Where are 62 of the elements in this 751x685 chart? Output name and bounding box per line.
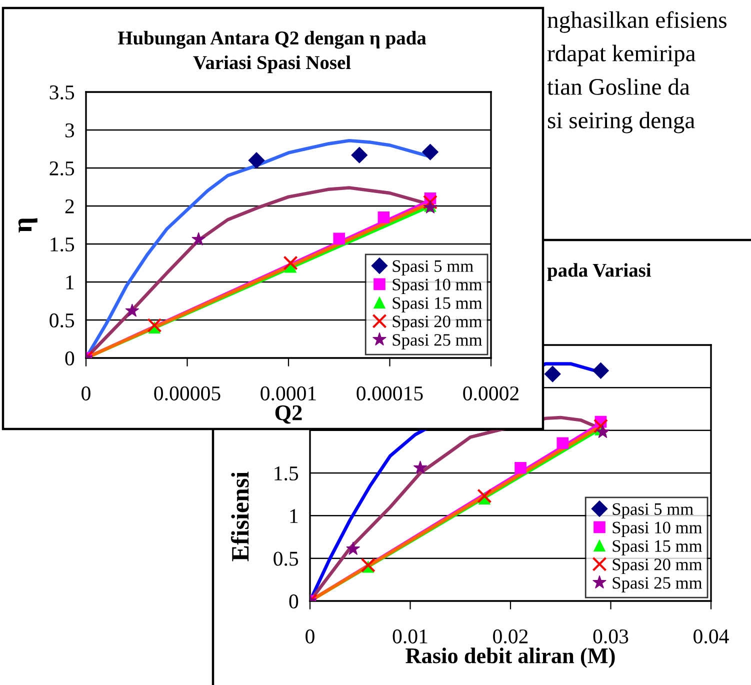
point xyxy=(592,362,609,379)
point xyxy=(147,318,162,333)
y-axis-title: Efisiensi xyxy=(230,472,249,562)
point xyxy=(477,488,492,504)
legend-label: Spasi 15 mm xyxy=(612,540,702,556)
y-tick-label: 1 xyxy=(290,509,298,523)
text: tian Gosline da xyxy=(547,78,690,95)
x-tick-label: 0.0002 xyxy=(463,386,518,401)
x-tick-label: 0.00005 xyxy=(154,386,220,401)
x-tick-label: 0.01 xyxy=(392,629,428,644)
x-tick-label: 0.04 xyxy=(694,629,729,644)
x-tick-label: 0.00015 xyxy=(356,386,423,401)
point xyxy=(422,144,438,160)
x-tick-label: 0.0001 xyxy=(260,386,316,401)
legend-label: Spasi 25 mm xyxy=(392,334,482,350)
legend-label: Spasi 5 mm xyxy=(612,503,694,518)
point xyxy=(192,232,206,246)
legend-label: Spasi 20 mm xyxy=(392,316,482,331)
x-axis-title: Rasio debit aliran (M) xyxy=(406,648,615,668)
y-tick-label: 3.5 xyxy=(50,85,74,100)
point xyxy=(346,542,360,555)
y-axis-title: η xyxy=(18,218,38,232)
point xyxy=(248,152,265,169)
y-tick-label: 1 xyxy=(66,275,74,290)
legend-label: Spasi 25 mm xyxy=(612,577,702,592)
x-axis-title: Q2 xyxy=(275,405,302,424)
y-tick-label: 0.5 xyxy=(50,313,74,328)
y-tick-label: 0 xyxy=(289,594,298,608)
point xyxy=(556,437,569,450)
point xyxy=(544,366,561,382)
point xyxy=(422,194,438,210)
y-tick-label: 1.5 xyxy=(274,466,298,481)
legend-label: Spasi 15 mm xyxy=(392,297,482,312)
text: nghasilkan efisiens xyxy=(548,11,726,33)
point xyxy=(378,211,390,224)
point xyxy=(593,418,608,434)
legend-label: Spasi 10 mm xyxy=(612,522,702,537)
y-tick-label: 0.5 xyxy=(274,552,298,566)
y-tick-label: 1.5 xyxy=(50,237,74,252)
legend-label: Spasi 20 mm xyxy=(612,558,702,574)
point xyxy=(333,232,346,245)
chart-title: pada Variasi xyxy=(547,263,652,281)
point xyxy=(413,460,428,474)
chart-title: Hubungan Antara Q2 dengan η pada Variasi Spasi Nosel xyxy=(118,30,426,74)
y-tick-label: 0 xyxy=(65,351,74,366)
y-tick-label: 3 xyxy=(65,123,74,138)
x-tick-label: 0 xyxy=(82,386,90,400)
point xyxy=(596,424,610,438)
y-tick-label: 2 xyxy=(65,199,74,214)
point xyxy=(125,304,140,317)
legend-label: Spasi 10 mm xyxy=(392,278,482,294)
point xyxy=(514,462,526,474)
x-tick-label: 0 xyxy=(306,629,314,644)
point xyxy=(283,256,298,270)
x-tick-label: 0.03 xyxy=(593,629,628,644)
y-tick-label: 2.5 xyxy=(50,161,74,176)
point xyxy=(351,146,368,164)
legend-label: Spasi 5 mm xyxy=(392,260,474,276)
text: rdapat kemiripa xyxy=(547,44,696,66)
text: si seiring denga xyxy=(548,112,695,134)
x-tick-label: 0.02 xyxy=(493,629,528,644)
point xyxy=(360,558,376,572)
